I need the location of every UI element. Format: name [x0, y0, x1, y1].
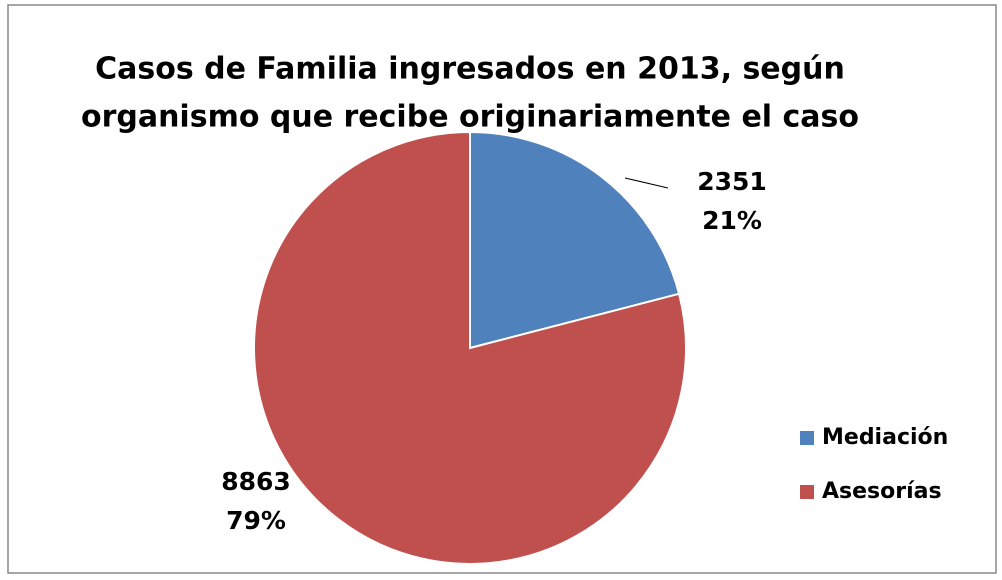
pie-slice: [253, 130, 687, 565]
pie-slice: [469, 130, 681, 350]
legend-swatch: [800, 485, 814, 499]
data-label: 2351: [697, 167, 767, 196]
data-label: 79%: [226, 506, 286, 535]
legend-label: Mediación: [822, 425, 948, 450]
data-label: 8863: [221, 467, 291, 496]
chart-title: Casos de Familia ingresados en 2013, seg…: [95, 52, 845, 87]
chart-title: organismo que recibe originariamente el …: [81, 100, 859, 135]
legend-label: Asesorías: [822, 479, 942, 504]
legend-swatch: [800, 431, 814, 445]
data-label: 21%: [702, 206, 762, 235]
leader-line: [624, 177, 669, 189]
